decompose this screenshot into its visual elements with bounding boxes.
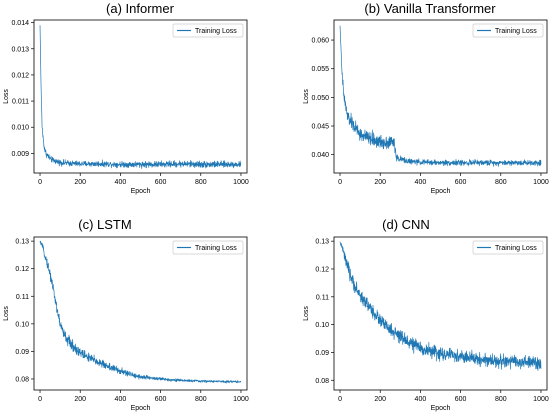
x-tick-label: 800 [195, 396, 207, 403]
chart-title: (b) Vanilla Transformer [364, 1, 496, 16]
y-tick-label: 0.010 [11, 125, 29, 132]
axes-frame [333, 19, 548, 174]
panel-cnn: (d) CNN 0 200 400 600 800 1000 0.08 0.09 0.10 0.11… [303, 217, 549, 412]
x-axis-label: Epoch [431, 405, 451, 412]
x-tick-label: 200 [74, 179, 86, 186]
series-line-1 [339, 241, 542, 371]
legend-box [172, 23, 244, 38]
y-tick-label: 0.13 [15, 239, 29, 246]
y-tick-label: 0.10 [15, 321, 29, 328]
x-tick-label: 800 [195, 179, 207, 186]
x-tick-label: 800 [495, 396, 507, 403]
axes-frame [33, 236, 248, 391]
y-tick-label: 0.12 [15, 266, 29, 273]
axes-frame [333, 236, 548, 391]
y-tick-label: 0.10 [315, 322, 329, 329]
x-tick-label: 1000 [233, 396, 249, 403]
x-axis-label: Epoch [431, 188, 451, 195]
x-tick-label: 600 [155, 179, 167, 186]
legend-box [472, 23, 544, 38]
y-tick-label: 0.050 [311, 95, 329, 102]
legend-box [172, 240, 244, 255]
y-axis-label: Loss [3, 89, 10, 104]
y-axis-label: Loss [303, 306, 310, 321]
x-tick-label: 0 [338, 396, 342, 403]
legend-label: Training Loss [495, 245, 537, 252]
x-tick-label: 200 [374, 179, 386, 186]
axes-frame [33, 19, 248, 174]
x-tick-label: 1000 [533, 396, 549, 403]
panel-vanilla-transformer: (b) Vanilla Transformer 0 200 400 600 800 1000… [303, 1, 549, 195]
chart-title: (d) CNN [382, 217, 430, 232]
x-tick-label: 400 [415, 396, 427, 403]
x-axis-label: Epoch [131, 405, 151, 412]
x-tick-label: 0 [38, 179, 42, 186]
panel-lstm: (c) LSTM 0 200 400 600 800 1000 0.08 0.09 0.10 0.1… [3, 217, 249, 412]
y-tick-label: 0.045 [311, 124, 329, 131]
y-tick-label: 0.09 [15, 349, 29, 356]
x-tick-label: 1000 [233, 179, 249, 186]
y-tick-label: 0.011 [12, 99, 29, 106]
series-line-1 [39, 240, 242, 384]
y-tick-label: 0.013 [11, 46, 29, 53]
series-line-1 [339, 25, 542, 167]
x-axis-label: Epoch [131, 188, 151, 195]
y-axis-label: Loss [303, 89, 310, 104]
x-tick-label: 400 [115, 396, 127, 403]
y-tick-label: 0.060 [311, 38, 329, 45]
legend-label: Training Loss [495, 28, 537, 35]
x-tick-label: 600 [455, 396, 467, 403]
y-tick-label: 0.040 [311, 152, 329, 159]
y-tick-label: 0.09 [315, 350, 329, 357]
x-tick-label: 200 [74, 396, 86, 403]
y-tick-label: 0.12 [315, 266, 329, 273]
x-tick-label: 400 [115, 179, 127, 186]
panel-informer: (a) Informer 0 200 400 600 800 1000 0.009 0.010 0… [3, 1, 249, 195]
y-axis-label: Loss [3, 306, 10, 321]
legend-box [472, 240, 544, 255]
x-tick-label: 800 [495, 179, 507, 186]
x-tick-label: 0 [38, 396, 42, 403]
y-tick-label: 0.055 [311, 66, 329, 73]
x-tick-label: 400 [415, 179, 427, 186]
x-tick-label: 600 [155, 396, 167, 403]
legend-label: Training Loss [195, 245, 237, 252]
x-tick-label: 600 [455, 179, 467, 186]
legend-label: Training Loss [195, 28, 237, 35]
x-tick-label: 1000 [533, 179, 549, 186]
y-tick-label: 0.009 [11, 151, 29, 158]
x-tick-label: 200 [374, 396, 386, 403]
y-tick-label: 0.08 [15, 376, 29, 383]
series-line-1 [39, 25, 242, 169]
x-tick-label: 0 [338, 179, 342, 186]
chart-title: (c) LSTM [78, 217, 131, 232]
y-tick-label: 0.08 [315, 378, 329, 385]
y-tick-label: 0.11 [16, 294, 29, 301]
y-tick-label: 0.014 [11, 20, 29, 27]
y-tick-label: 0.13 [315, 239, 329, 246]
y-tick-label: 0.11 [316, 294, 329, 301]
y-tick-label: 0.012 [11, 72, 29, 79]
chart-title: (a) Informer [106, 1, 175, 16]
